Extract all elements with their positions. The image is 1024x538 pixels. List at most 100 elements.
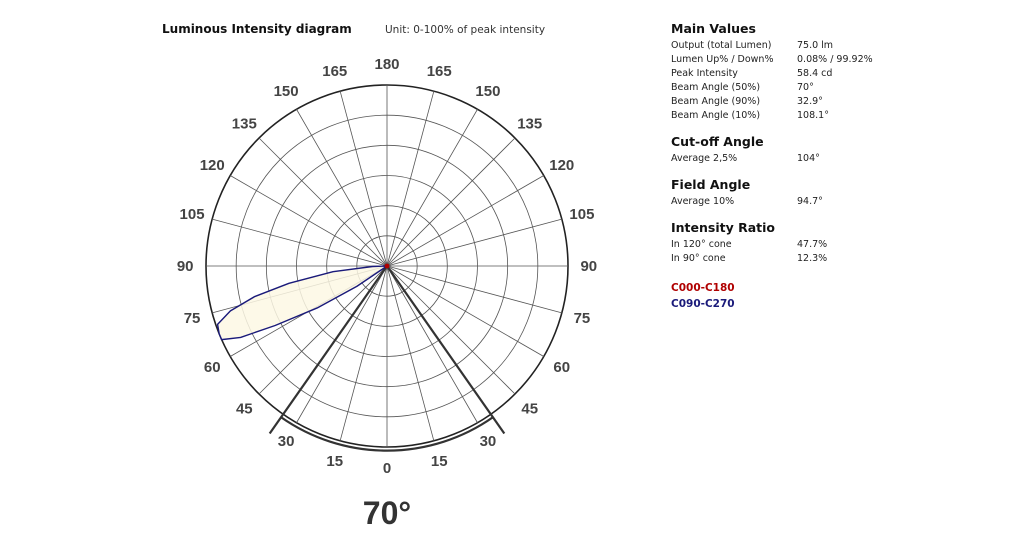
info-row-label: Beam Angle (90%) — [671, 96, 761, 107]
info-row: Peak Intensity 58.4 cd — [671, 67, 1001, 81]
angle-tick-label: 45 — [521, 401, 538, 418]
angle-tick-label: 60 — [204, 359, 221, 376]
angle-tick-label: 120 — [549, 157, 574, 174]
info-row: In 120° cone 47.7% — [671, 238, 1001, 252]
info-row-value: 75.0 lm — [797, 40, 834, 51]
angle-tick-label: 90 — [580, 258, 597, 275]
angle-tick-label: 150 — [475, 83, 500, 100]
main-values-title: Main Values — [671, 21, 756, 36]
info-row-label: Output (total Lumen) — [671, 40, 772, 51]
beam-angle-label: 70° — [363, 495, 411, 531]
info-row: In 90° cone 12.3% — [671, 252, 1001, 266]
angle-tick-label: 75 — [184, 310, 201, 327]
polar-spoke — [339, 265, 388, 441]
polar-grid — [205, 84, 569, 448]
angle-tick-label: 0 — [383, 460, 391, 477]
polar-spoke — [386, 109, 478, 267]
chart-title: Luminous Intensity diagram — [162, 22, 352, 36]
polar-spoke — [386, 265, 562, 314]
info-row: Output (total Lumen) 75.0 lm — [671, 39, 1001, 53]
center-marker — [384, 263, 390, 269]
angle-tick-label: 45 — [236, 401, 253, 418]
info-row-label: Lumen Up% / Down% — [671, 54, 774, 65]
angle-tick-label: 165 — [427, 63, 452, 80]
cutoff-section: Cut-off Angle Average 2,5% 104° — [671, 133, 1001, 166]
ratio-rows: In 120° cone 47.7% In 90° cone 12.3% — [671, 238, 1001, 266]
polar-spoke — [230, 175, 388, 267]
info-row-value: 47.7% — [797, 239, 828, 250]
info-row: Lumen Up% / Down% 0.08% / 99.92% — [671, 53, 1001, 67]
angle-tick-label: 90 — [177, 258, 194, 275]
chart-unit-note: Unit: 0-100% of peak intensity — [385, 24, 546, 36]
info-row-value: 32.9° — [797, 96, 823, 107]
polar-spoke — [386, 265, 516, 395]
polar-spoke — [339, 91, 388, 267]
angle-tick-label: 75 — [574, 310, 591, 327]
info-row-value: 108.1° — [797, 110, 829, 121]
cutoff-title: Cut-off Angle — [671, 134, 764, 149]
ratio-title: Intensity Ratio — [671, 220, 776, 235]
angle-tick-label: 135 — [517, 115, 542, 132]
polar-spoke — [386, 265, 478, 423]
polar-spoke — [386, 91, 435, 267]
legend: C000-C180 C090-C270 — [671, 280, 1001, 312]
angle-tick-label: 15 — [326, 453, 343, 470]
beam-edge-line — [386, 265, 506, 435]
polar-spoke — [296, 109, 388, 267]
polar-spoke — [386, 218, 562, 267]
polar-spoke — [386, 137, 516, 267]
field-title: Field Angle — [671, 177, 751, 192]
info-row-value: 94.7° — [797, 196, 823, 207]
info-row-label: Average 10% — [671, 196, 735, 207]
info-row: Beam Angle (10%) 108.1° — [671, 109, 1001, 123]
polar-spoke — [386, 265, 435, 441]
angle-tick-label: 150 — [274, 83, 299, 100]
field-rows: Average 10% 94.7° — [671, 195, 1001, 209]
polar-spoke — [296, 265, 388, 423]
main-values-section: Main Values Output (total Lumen) 75.0 lm L… — [671, 20, 1001, 123]
info-row-label: Average 2,5% — [671, 153, 738, 164]
cutoff-rows: Average 2,5% 104° — [671, 152, 1001, 166]
intensity-curves — [216, 263, 390, 341]
info-row-value: 58.4 cd — [797, 68, 833, 79]
angle-tick-label: 180 — [374, 56, 399, 73]
polar-spoke — [212, 218, 388, 267]
polar-spoke — [258, 137, 388, 267]
main-values-rows: Output (total Lumen) 75.0 lm Lumen Up% / D… — [671, 39, 1001, 123]
info-row-value: 12.3% — [797, 253, 828, 264]
info-row: Beam Angle (50%) 70° — [671, 81, 1001, 95]
angle-tick-label: 30 — [278, 433, 295, 450]
info-panel: Main Values Output (total Lumen) 75.0 lm L… — [671, 20, 1001, 312]
angle-tick-label: 15 — [431, 453, 448, 470]
polar-spoke — [258, 265, 388, 395]
angle-tick-label: 30 — [480, 433, 497, 450]
info-row-label: In 90° cone — [671, 253, 726, 264]
polar-spoke — [386, 175, 544, 267]
angle-tick-label: 165 — [322, 63, 347, 80]
ratio-section: Intensity Ratio In 120° cone 47.7% In 90° … — [671, 219, 1001, 266]
series-curve — [216, 265, 388, 341]
info-row-value: 0.08% / 99.92% — [797, 54, 873, 65]
angle-tick-label: 60 — [553, 359, 570, 376]
beam-arc — [280, 416, 494, 452]
info-row: Average 10% 94.7° — [671, 195, 1001, 209]
info-row-label: Beam Angle (10%) — [671, 110, 761, 121]
info-row: Beam Angle (90%) 32.9° — [671, 95, 1001, 109]
angle-tick-label: 120 — [200, 157, 225, 174]
field-section: Field Angle Average 10% 94.7° — [671, 176, 1001, 209]
info-row: Average 2,5% 104° — [671, 152, 1001, 166]
info-row-value: 70° — [797, 82, 814, 93]
beam-edge-line — [268, 265, 388, 435]
polar-spoke — [386, 265, 544, 357]
info-row-value: 104° — [797, 153, 820, 164]
angle-tick-label: 105 — [569, 206, 594, 223]
legend-item: C090-C270 — [671, 298, 735, 310]
info-row-label: In 120° cone — [671, 239, 732, 250]
legend-item: C000-C180 — [671, 282, 735, 294]
beam-angle-marker — [268, 265, 506, 452]
info-row-label: Peak Intensity — [671, 68, 738, 79]
angle-tick-label: 135 — [232, 115, 257, 132]
angle-tick-label: 105 — [180, 206, 205, 223]
info-row-label: Beam Angle (50%) — [671, 82, 761, 93]
